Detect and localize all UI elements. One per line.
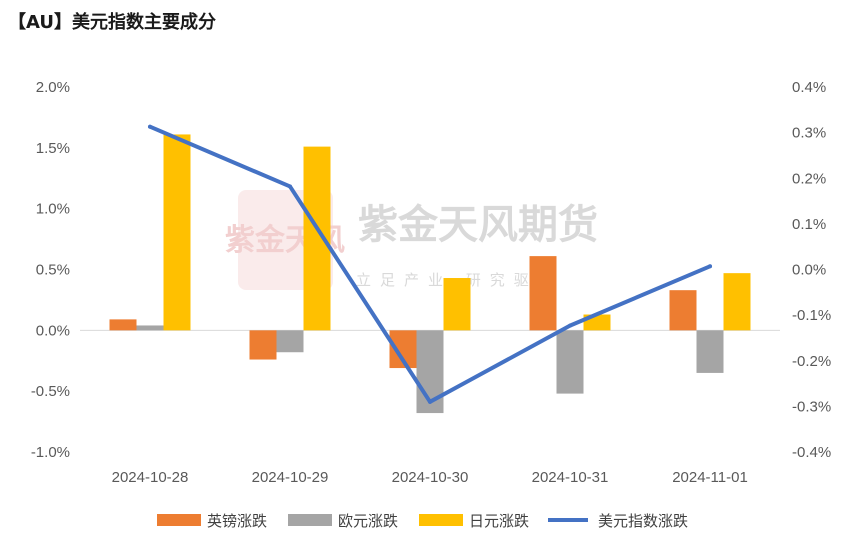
dxy-point bbox=[708, 264, 712, 269]
right-axis-tick-label: -0.1% bbox=[792, 307, 831, 324]
legend-swatch bbox=[157, 514, 201, 526]
left-axis-tick-label: 2.0% bbox=[36, 79, 70, 96]
left-axis-tick-label: 0.0% bbox=[36, 322, 70, 339]
x-axis-tick-label: 2024-10-29 bbox=[252, 469, 329, 486]
bars bbox=[109, 134, 751, 414]
bar bbox=[163, 134, 191, 331]
left-axis-tick-label: 0.5% bbox=[36, 262, 70, 279]
dxy-point bbox=[148, 124, 152, 129]
right-axis-tick-label: 0.3% bbox=[792, 125, 826, 142]
x-axis-tick-label: 2024-10-28 bbox=[112, 469, 189, 486]
right-axis-tick-label: 0.2% bbox=[792, 170, 826, 187]
bar bbox=[303, 146, 331, 331]
right-axis-tick-label: 0.4% bbox=[792, 79, 826, 96]
right-axis-tick-label: -0.4% bbox=[792, 444, 831, 461]
bar bbox=[723, 273, 751, 331]
left-axis-tick-label: 1.0% bbox=[36, 201, 70, 218]
x-axis-tick-label: 2024-11-01 bbox=[672, 469, 748, 486]
legend-label: 日元涨跌 bbox=[469, 512, 529, 530]
bar bbox=[249, 330, 277, 360]
legend-label: 美元指数涨跌 bbox=[598, 512, 688, 530]
bar bbox=[276, 330, 304, 353]
bar bbox=[529, 256, 557, 331]
watermark-brand: 紫金天风期货 bbox=[358, 202, 598, 248]
bar bbox=[669, 290, 697, 331]
bar bbox=[696, 330, 724, 373]
right-axis-tick-label: 0.1% bbox=[792, 216, 826, 233]
page-title: 【AU】美元指数主要成分 bbox=[8, 12, 216, 33]
right-axis-tick-label: -0.3% bbox=[792, 398, 831, 415]
line-series bbox=[148, 124, 712, 404]
dxy-point bbox=[568, 323, 572, 328]
legend: 英镑涨跌 欧元涨跌 日元涨跌 美元指数涨跌 bbox=[157, 512, 688, 530]
left-axis-tick-label: 1.5% bbox=[36, 140, 70, 157]
bar bbox=[136, 325, 164, 331]
bar bbox=[556, 330, 584, 394]
x-axis-tick-label: 2024-10-30 bbox=[392, 469, 469, 486]
bar bbox=[109, 319, 137, 331]
x-axis-tick-label: 2024-10-31 bbox=[532, 469, 609, 486]
legend-label: 欧元涨跌 bbox=[338, 512, 398, 530]
dxy-point bbox=[428, 399, 432, 404]
legend-swatch bbox=[419, 514, 463, 526]
right-axis-tick-label: -0.2% bbox=[792, 353, 831, 370]
left-axis-tick-label: -1.0% bbox=[31, 444, 70, 461]
bar bbox=[443, 278, 471, 331]
legend-label: 英镑涨跌 bbox=[207, 512, 267, 530]
left-axis-tick-label: -0.5% bbox=[31, 383, 70, 400]
right-axis-tick-label: 0.0% bbox=[792, 262, 826, 279]
legend-swatch bbox=[288, 514, 332, 526]
dxy-point bbox=[288, 184, 292, 189]
axes: -1.0% -0.5% 0.0% 0.5% 1.0% 1.5% 2.0% -0.4% -0.3%… bbox=[31, 79, 831, 486]
